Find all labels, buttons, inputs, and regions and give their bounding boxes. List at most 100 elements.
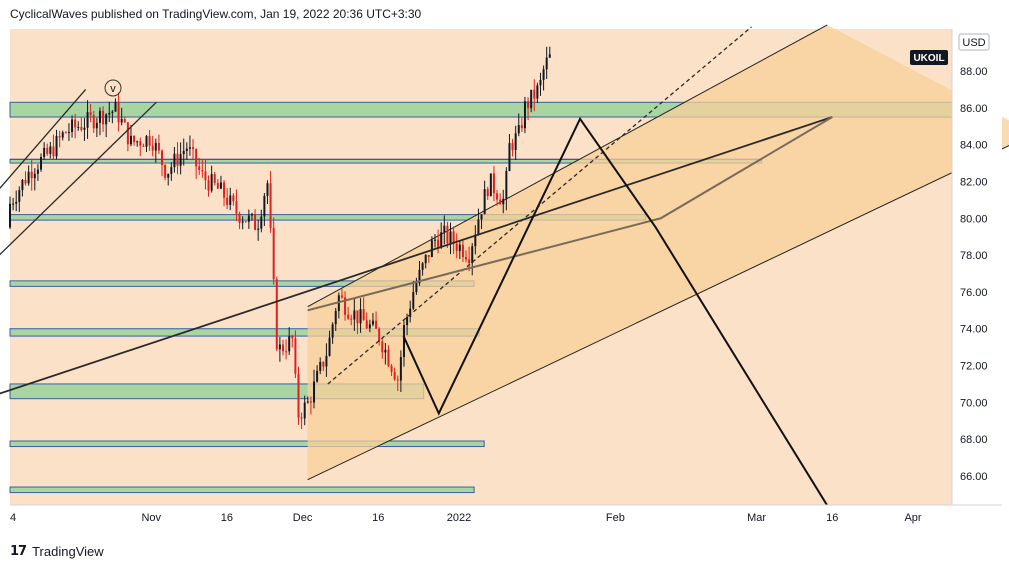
candle-body xyxy=(235,201,238,214)
candle-body xyxy=(492,173,495,194)
candle-body xyxy=(412,292,415,309)
candle-body xyxy=(46,147,49,154)
candle-body xyxy=(157,142,160,151)
candle-body xyxy=(139,141,142,146)
candle-body xyxy=(371,320,374,325)
price-tick-label: 84.00 xyxy=(960,140,988,152)
candle-body xyxy=(387,349,390,366)
candle-body xyxy=(126,122,129,145)
candle-body xyxy=(297,373,300,418)
channel-fill xyxy=(307,24,1009,480)
candle-body xyxy=(322,361,325,367)
currency-label: USD xyxy=(962,37,985,49)
candle-body xyxy=(381,341,384,353)
candle-body xyxy=(18,190,21,202)
candle-body xyxy=(254,214,257,230)
time-tick-label: 4 xyxy=(10,512,16,524)
candle-body xyxy=(474,234,477,247)
candle-body xyxy=(468,259,471,264)
time-axis[interactable]: 4 Nov 16 Dec 16 2022 Feb Mar 16 Apr xyxy=(10,512,922,524)
candle-body xyxy=(105,114,108,125)
candle-body xyxy=(455,243,458,251)
candle-body xyxy=(294,338,297,374)
candle-body xyxy=(418,269,421,284)
candle-body xyxy=(325,355,328,367)
price-tick-label: 68.00 xyxy=(960,434,988,446)
candle-body xyxy=(505,171,508,199)
candle-body xyxy=(226,197,229,205)
candle-body xyxy=(192,147,195,150)
candle-body xyxy=(114,101,117,112)
price-axis[interactable]: 66.00 68.00 70.00 72.00 74.00 76.00 78.00 80.00… xyxy=(960,66,988,483)
candle-body xyxy=(55,135,58,157)
channel-layer xyxy=(307,24,1009,481)
candle-body xyxy=(250,214,253,216)
price-tick-label: 78.00 xyxy=(960,250,988,262)
candle-body xyxy=(272,227,275,280)
candle-body xyxy=(350,318,353,320)
channel-upper-line xyxy=(307,24,828,308)
candle-body xyxy=(229,195,232,205)
price-axis-background xyxy=(952,29,1002,505)
candle-body xyxy=(471,246,474,264)
candle-body xyxy=(210,174,213,191)
candle-body xyxy=(9,203,11,228)
brand-label: TradingView xyxy=(32,543,104,559)
trendline xyxy=(307,116,833,312)
trendline xyxy=(0,101,157,256)
candle-body xyxy=(368,324,371,329)
time-tick-label: 2022 xyxy=(447,512,471,524)
candle-body xyxy=(260,216,263,229)
candle-body xyxy=(303,402,306,419)
candle-body xyxy=(176,153,179,166)
candle-body xyxy=(365,320,368,329)
candle-body xyxy=(421,263,424,270)
candle-body xyxy=(198,166,201,171)
candle-body xyxy=(390,365,393,372)
candle-body xyxy=(530,89,533,109)
candle-body xyxy=(517,125,520,134)
time-tick-label: Feb xyxy=(606,512,625,524)
time-axis-background xyxy=(0,505,1009,537)
candle-body xyxy=(117,101,120,123)
candle-body xyxy=(508,143,511,172)
candle-body xyxy=(402,325,405,358)
tradingview-watermark[interactable]: 17 TradingView xyxy=(10,541,104,561)
candle-body xyxy=(64,132,67,134)
candles-layer xyxy=(9,46,551,430)
candle-body xyxy=(396,379,399,381)
candle-body xyxy=(120,118,123,123)
candle-body xyxy=(309,401,312,403)
candle-body xyxy=(232,195,235,202)
price-tick-label: 80.00 xyxy=(960,213,988,225)
time-tick-label: 16 xyxy=(826,512,838,524)
candle-body xyxy=(300,417,303,419)
candle-body xyxy=(15,201,18,204)
publisher-line: CyclicalWaves published on TradingView.c… xyxy=(10,7,422,21)
candle-body xyxy=(133,135,136,143)
candle-body xyxy=(548,54,551,58)
candle-body xyxy=(21,179,24,191)
candle-body xyxy=(340,295,343,298)
candle-body xyxy=(89,112,92,116)
candle-body xyxy=(142,145,145,147)
candle-body xyxy=(195,149,198,167)
candle-body xyxy=(223,182,226,198)
candle-body xyxy=(384,349,387,353)
price-tick-label: 76.00 xyxy=(960,287,988,299)
candle-body xyxy=(430,240,433,257)
candle-body xyxy=(27,171,30,184)
candle-body xyxy=(201,170,204,172)
candle-body xyxy=(536,85,539,99)
candle-body xyxy=(269,183,272,228)
candle-body xyxy=(406,316,409,326)
candle-body xyxy=(216,183,219,189)
candle-body xyxy=(353,310,356,320)
candle-body xyxy=(424,255,427,264)
candle-body xyxy=(179,154,182,166)
price-tick-label: 70.00 xyxy=(960,397,988,409)
candle-body xyxy=(499,199,502,205)
candle-body xyxy=(542,69,545,81)
candle-body xyxy=(173,153,176,168)
